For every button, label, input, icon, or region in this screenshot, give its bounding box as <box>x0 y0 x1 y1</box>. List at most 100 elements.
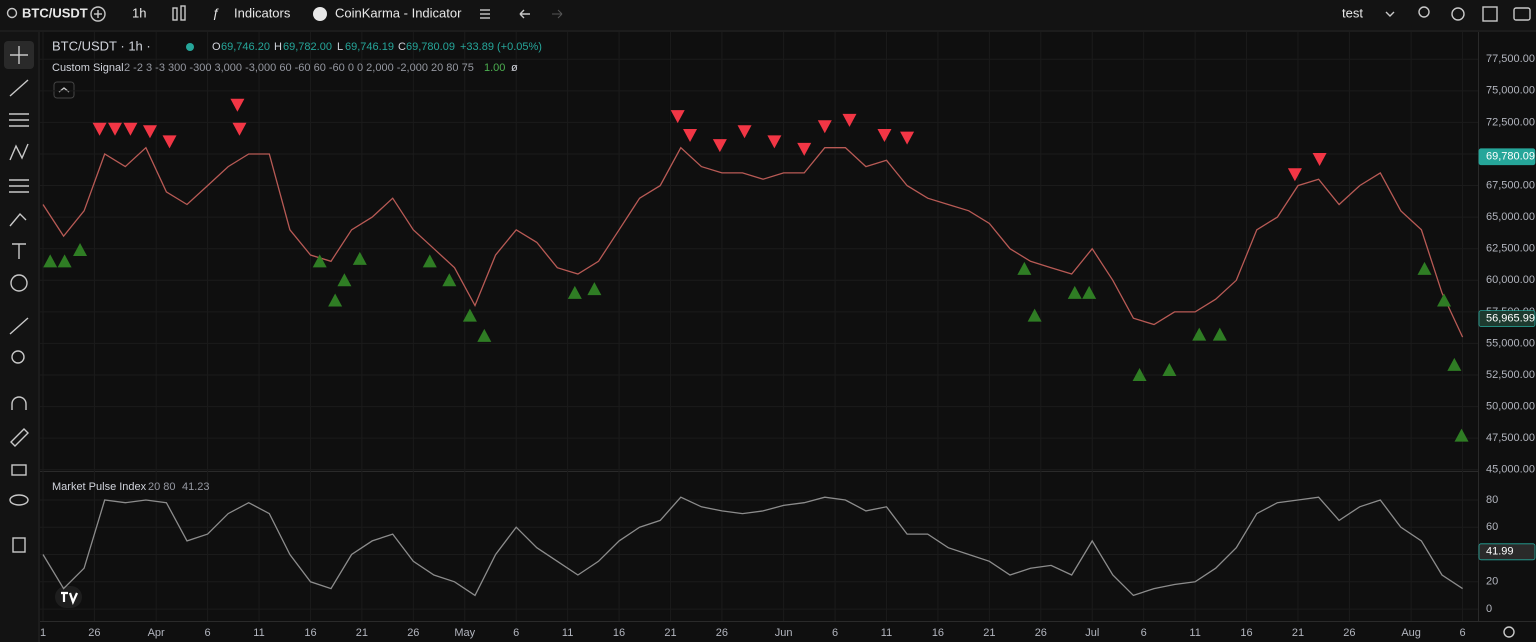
sell-signal <box>817 120 832 134</box>
add-symbol[interactable] <box>90 6 106 22</box>
x-tick-label: Aug <box>1401 627 1421 639</box>
collapse-legend[interactable] <box>53 81 75 99</box>
x-tick-label: 21 <box>983 627 995 639</box>
price-tag <box>1478 310 1536 328</box>
pattern-tool[interactable] <box>9 143 29 161</box>
buy-signal <box>567 285 582 299</box>
crosshair-tool[interactable] <box>10 46 28 64</box>
y-tick-label: 65,000.00 <box>1486 211 1535 223</box>
buy-signal <box>477 328 492 342</box>
indicator-params: 2 -2 3 -3 300 -300 3,000 -3,000 60 -60 6… <box>124 62 474 74</box>
sell-signal <box>142 125 157 139</box>
buy-signal <box>337 273 352 287</box>
price-tag <box>1478 543 1536 561</box>
alert-icon[interactable] <box>1418 6 1430 18</box>
symbol[interactable]: BTC/USDT <box>22 5 88 20</box>
y-tick-label: 80 <box>1486 494 1498 506</box>
left-toolbar-bg <box>0 32 38 642</box>
sell-signal <box>683 129 698 143</box>
y-tick-label: 50,000.00 <box>1486 400 1535 412</box>
x-tick-label: 6 <box>1141 627 1147 639</box>
buy-signal <box>312 254 327 268</box>
interval[interactable]: 1h <box>132 5 146 20</box>
snapshot-icon[interactable] <box>1513 7 1531 21</box>
search-icon[interactable] <box>6 7 18 19</box>
magnet-tool[interactable] <box>11 396 27 410</box>
ruler-tool[interactable] <box>9 317 29 335</box>
ohlc-label: O <box>212 41 221 53</box>
sell-signal <box>797 142 812 156</box>
buy-signal <box>43 254 58 268</box>
chart-type-icon[interactable] <box>172 7 178 21</box>
x-tick-label: 11 <box>253 627 264 639</box>
visibility-tool[interactable] <box>9 494 29 506</box>
y-tick-label: 72,500.00 <box>1486 116 1535 128</box>
buy-signal <box>57 254 72 268</box>
buy-signal <box>587 282 602 296</box>
fx-icon: ƒ <box>212 5 219 20</box>
x-tick-label: 16 <box>613 627 625 639</box>
layout-caret[interactable] <box>1385 11 1395 17</box>
zoom-tool[interactable] <box>11 350 25 364</box>
buy-signal <box>1132 368 1147 382</box>
x-tick-label: 26 <box>1035 627 1047 639</box>
x-tick-label: 21 <box>1292 627 1304 639</box>
redo[interactable] <box>552 9 563 19</box>
ohlc-value: 69,746.19 <box>345 41 394 53</box>
trash-tool[interactable] <box>12 537 26 553</box>
undo[interactable] <box>519 9 530 19</box>
y-tick-label: 75,000.00 <box>1486 85 1535 97</box>
x-tick-label: 16 <box>304 627 316 639</box>
sell-signal <box>1287 168 1302 182</box>
x-tick-label: 11 <box>1189 627 1200 639</box>
brush-tool[interactable] <box>9 212 27 227</box>
x-tick-label: 26 <box>716 627 728 639</box>
x-tick-label: 11 <box>881 627 892 639</box>
x-tick-label: Apr <box>148 627 165 639</box>
buy-signal <box>1162 362 1177 376</box>
x-tick-label: 26 <box>1343 627 1355 639</box>
x-tick-label: 21 <box>356 627 368 639</box>
market-status-dot <box>186 43 194 51</box>
sell-signal <box>877 129 892 143</box>
script-icon <box>313 7 327 21</box>
lock-tool[interactable] <box>11 464 27 476</box>
y-tick-label: 55,000.00 <box>1486 337 1535 349</box>
y-tick-label: 62,500.00 <box>1486 243 1535 255</box>
x-tick-label: 6 <box>205 627 211 639</box>
x-tick-label: May <box>454 627 475 639</box>
settings-icon[interactable] <box>1451 7 1465 21</box>
y-tick-label: 20 <box>1486 576 1498 588</box>
y-tick-label: 47,500.00 <box>1486 432 1535 444</box>
buy-signal <box>1192 327 1207 341</box>
projection-tool[interactable] <box>9 179 29 193</box>
chart-type-icon-2 <box>180 5 186 21</box>
buy-signal <box>1417 261 1432 275</box>
trendline-tool[interactable] <box>9 79 29 97</box>
indicators-button[interactable]: Indicators <box>234 5 291 20</box>
buy-signal <box>1027 308 1042 322</box>
fullscreen-icon[interactable] <box>1482 6 1498 22</box>
fib-tool[interactable] <box>9 113 29 127</box>
plot-area: 1 26 Apr 6 11 16 21 26 May 6 11 16 21 26 Jun 6 11 16 21 26 J… <box>40 32 1536 639</box>
lock-drawing-tool[interactable] <box>10 428 29 447</box>
x-tick-label: 6 <box>1460 627 1466 639</box>
buy-signal <box>1212 327 1227 341</box>
x-tick-label: 16 <box>1240 627 1252 639</box>
emoji-tool[interactable] <box>10 274 28 292</box>
sell-signal <box>232 122 247 136</box>
indicator-name: Custom Signal <box>52 62 124 74</box>
text-tool[interactable] <box>12 243 26 259</box>
x-tick-label: 21 <box>664 627 676 639</box>
x-tick-label: 16 <box>932 627 944 639</box>
x-tick-label: Jun <box>775 627 793 639</box>
price-tag <box>1478 148 1536 166</box>
layout-name[interactable]: test <box>1342 5 1363 20</box>
sell-signal <box>737 125 752 139</box>
sell-signal <box>670 110 685 124</box>
sell-signal <box>767 135 782 149</box>
axis-settings[interactable] <box>1503 626 1515 638</box>
script-name[interactable]: CoinKarma - Indicator <box>335 5 462 20</box>
sell-signal <box>123 122 138 136</box>
